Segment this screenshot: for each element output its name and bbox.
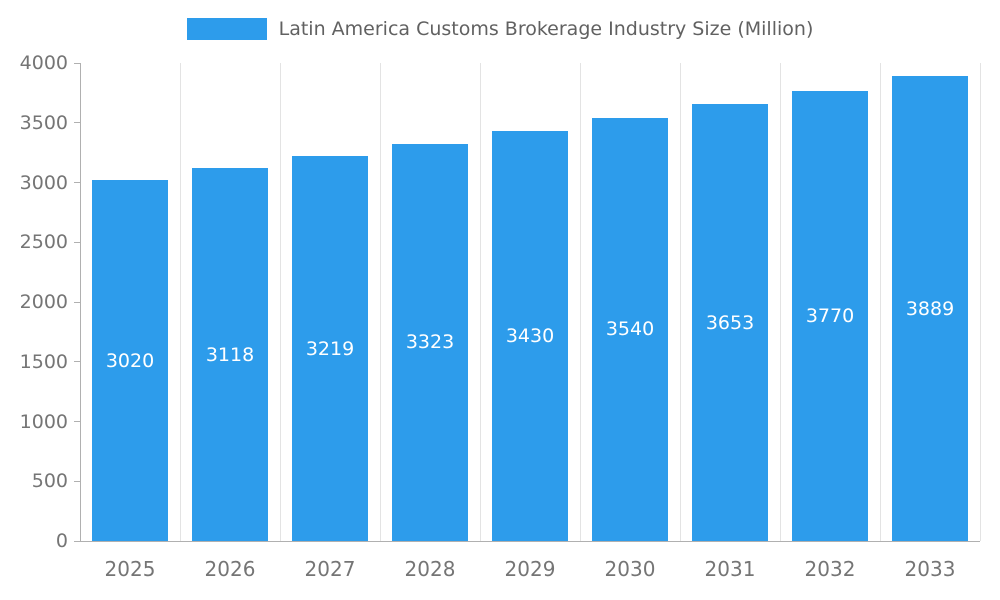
bar bbox=[292, 156, 368, 541]
y-tick-label: 3000 bbox=[19, 171, 68, 194]
y-tick-mark bbox=[74, 480, 80, 482]
y-tick-mark bbox=[74, 182, 80, 183]
y-tick-label: 0 bbox=[55, 530, 68, 552]
x-tick-label: 2028 bbox=[404, 557, 456, 581]
gridline bbox=[679, 63, 681, 541]
y-tick-mark bbox=[74, 361, 80, 363]
y-tick-mark bbox=[74, 241, 80, 243]
y-tick-mark bbox=[74, 122, 80, 124]
gridline bbox=[379, 63, 381, 541]
gridline bbox=[479, 63, 481, 541]
plot-area: 0 500 1000 1500 2000 2500 3000 3500 4000 3020 2025… bbox=[20, 52, 981, 581]
gridline bbox=[979, 63, 981, 541]
bar-value-label: 3653 bbox=[705, 311, 755, 334]
y-tick-mark bbox=[74, 301, 80, 303]
y-tick-label: 1000 bbox=[19, 410, 68, 433]
bar bbox=[392, 143, 468, 541]
gridline bbox=[779, 63, 781, 541]
y-tick-label: 2500 bbox=[19, 231, 68, 254]
chart-title: Latin America Customs Brokerage Industry… bbox=[278, 18, 814, 40]
bar-value-label: 3889 bbox=[905, 297, 955, 320]
gridline bbox=[179, 63, 181, 541]
bar-value-label: 3118 bbox=[205, 343, 255, 366]
gridline bbox=[879, 63, 881, 541]
bar bbox=[892, 76, 968, 541]
bar-value-label: 3430 bbox=[505, 325, 555, 348]
legend-swatch bbox=[186, 18, 267, 40]
bar bbox=[592, 117, 668, 541]
bar-value-label: 3770 bbox=[805, 304, 855, 327]
y-tick-label: 3500 bbox=[19, 111, 68, 134]
bar-value-label: 3323 bbox=[405, 331, 455, 354]
x-tick-label: 2029 bbox=[504, 557, 556, 581]
x-tick-label: 2033 bbox=[904, 557, 956, 581]
x-tick-label: 2031 bbox=[704, 557, 756, 581]
y-tick-mark bbox=[74, 540, 80, 542]
bar-value-label: 3540 bbox=[605, 318, 655, 341]
y-axis-line bbox=[80, 63, 81, 541]
y-tick-label: 2000 bbox=[19, 291, 68, 313]
gridline bbox=[579, 63, 581, 541]
x-tick-label: 2030 bbox=[604, 557, 656, 581]
bar-value-label: 3020 bbox=[105, 349, 155, 372]
bar bbox=[692, 104, 768, 541]
bar bbox=[192, 168, 268, 541]
y-tick-label: 4000 bbox=[19, 52, 68, 74]
chart-legend: Latin America Customs Brokerage Industry… bbox=[0, 18, 1000, 40]
x-tick-label: 2032 bbox=[804, 557, 856, 581]
bar bbox=[92, 180, 168, 541]
bar bbox=[492, 131, 568, 541]
bar bbox=[792, 90, 868, 541]
gridline bbox=[279, 63, 281, 541]
x-tick-label: 2026 bbox=[204, 557, 256, 581]
x-tick-label: 2025 bbox=[104, 557, 156, 581]
bar-value-label: 3219 bbox=[305, 337, 355, 360]
y-tick-label: 500 bbox=[31, 470, 68, 493]
y-tick-mark bbox=[74, 62, 80, 64]
y-tick-mark bbox=[74, 421, 80, 422]
x-tick-label: 2027 bbox=[304, 557, 356, 581]
x-axis-line bbox=[80, 541, 980, 542]
y-tick-label: 1500 bbox=[19, 350, 68, 373]
